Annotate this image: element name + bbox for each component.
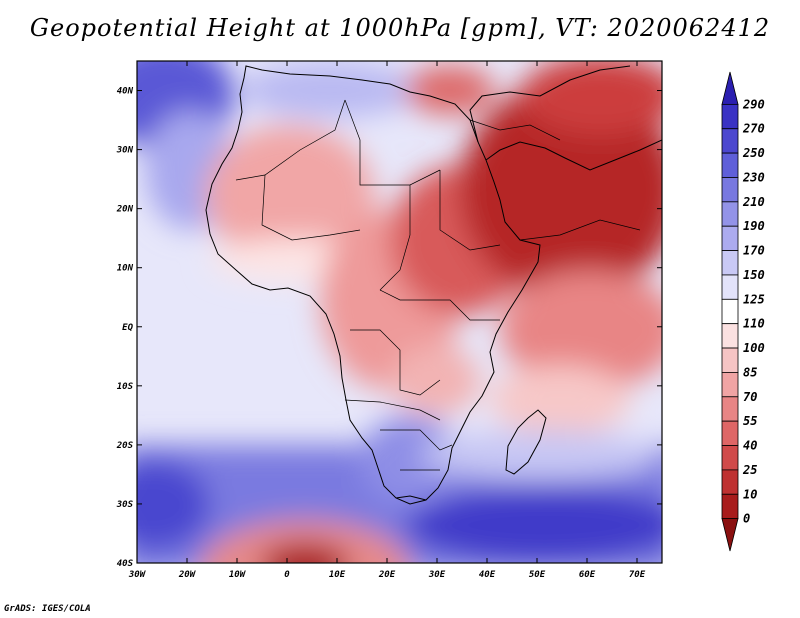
lon-label: 20E	[378, 570, 396, 580]
colorbar-swatch	[721, 250, 739, 276]
lon-label: 30E	[428, 570, 446, 580]
colorbar-label: 100	[743, 341, 765, 355]
map-title: Geopotential Height at 1000hPa [gpm], VT…	[29, 14, 771, 42]
lat-label: 10S	[117, 382, 134, 392]
lon-label: 20W	[178, 570, 197, 580]
colorbar-swatch	[721, 445, 739, 471]
colorbar-label: 110	[743, 317, 765, 331]
colorbar-label: 40	[743, 439, 757, 453]
colorbar-swatch	[721, 71, 739, 105]
colorbar-label: 125	[743, 292, 765, 306]
colorbar-swatch	[721, 493, 739, 520]
lat-label: 40N	[117, 87, 134, 97]
colorbar-label: 230	[742, 170, 765, 184]
colorbar-label: 150	[743, 268, 765, 282]
colorbar-label: 70	[743, 390, 757, 404]
lat-label: 30S	[116, 500, 134, 510]
lon-label: 60E	[579, 570, 596, 580]
country-borders	[235, 99, 641, 471]
colorbar-label: 210	[742, 195, 765, 209]
lon-label: 10W	[229, 570, 247, 580]
colorbar-label: 10	[743, 487, 757, 501]
lon-label: 50E	[529, 570, 546, 580]
plot-frame	[136, 60, 663, 564]
lat-label: 30N	[116, 146, 134, 156]
lat-label: EQ	[122, 323, 133, 333]
lat-label: 10N	[117, 264, 134, 274]
colorbar-label: 190	[743, 219, 765, 233]
lon-label: 10E	[329, 570, 346, 580]
colorbar-label: 55	[743, 414, 757, 428]
colorbar-label: 250	[742, 146, 765, 160]
height-field	[137, 61, 662, 563]
colorbar-label: 270	[742, 122, 765, 136]
colorbar-swatch	[721, 420, 739, 446]
colorbar-label: 85	[743, 365, 757, 379]
lat-label: 40S	[117, 559, 134, 569]
colorbar-swatch	[721, 177, 739, 203]
colorbar-swatch	[721, 372, 739, 398]
colorbar-swatch	[721, 274, 739, 300]
colorbar-swatch	[721, 103, 739, 130]
coastlines	[205, 65, 662, 505]
lon-label: 70E	[629, 570, 646, 580]
lon-label: 0	[284, 570, 290, 580]
colorbar: 2902702502302101901701501251101008570554…	[721, 71, 765, 552]
lat-label: 20S	[116, 441, 134, 451]
colorbar-swatch	[721, 152, 739, 178]
colorbar-swatch	[721, 201, 739, 227]
colorbar-swatch	[721, 518, 739, 552]
colorbar-swatch	[721, 469, 739, 495]
lat-label: 20N	[116, 205, 134, 215]
colorbar-label: 0	[743, 512, 750, 526]
colorbar-swatch	[721, 347, 739, 373]
colorbar-swatch	[721, 298, 739, 325]
colorbar-label: 25	[742, 463, 757, 477]
colorbar-swatch	[721, 396, 739, 422]
lon-label: 30W	[128, 570, 147, 580]
colorbar-swatch	[721, 323, 739, 349]
lon-label: 40E	[479, 570, 496, 580]
colorbar-swatch	[721, 225, 739, 251]
grads-credit: GrADS: IGES/COLA	[4, 604, 91, 614]
colorbar-label: 170	[743, 244, 765, 258]
colorbar-label: 290	[742, 97, 765, 111]
colorbar-swatch	[721, 128, 739, 154]
